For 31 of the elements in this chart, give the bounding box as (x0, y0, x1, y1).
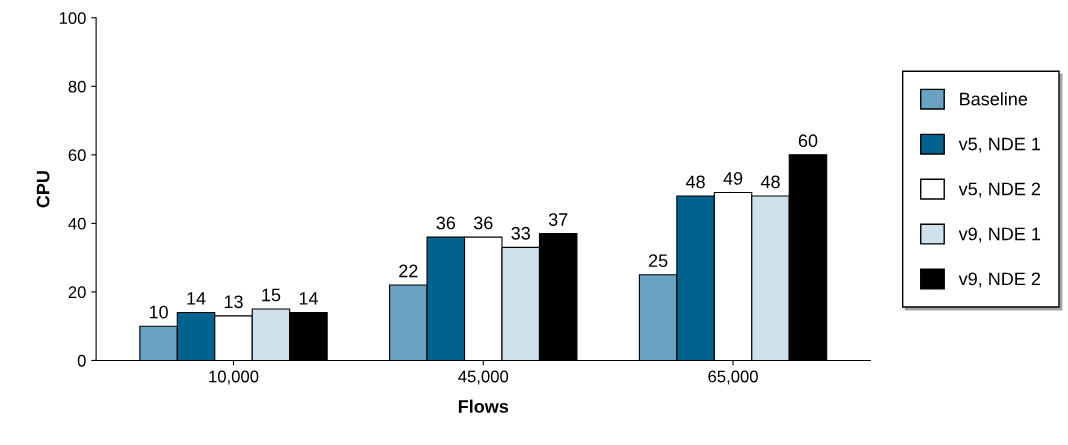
x-tick-label: 10,000 (209, 370, 259, 385)
data-label: 60 (798, 134, 818, 148)
data-label: 48 (685, 175, 705, 189)
y-axis-title: CPU (36, 171, 50, 208)
y-tick-label: 0 (77, 354, 86, 367)
y-tick-label: 100 (59, 12, 86, 24)
data-label: 13 (224, 295, 243, 309)
y-tick-label: 60 (68, 149, 86, 162)
x-axis-title: Flows (458, 399, 509, 413)
x-tick-label: 45,000 (458, 370, 509, 385)
data-label: 14 (299, 292, 318, 305)
data-label: 15 (262, 288, 281, 302)
data-label: 48 (760, 175, 780, 189)
data-label: 25 (648, 254, 668, 268)
legend-label: v5, NDE 2 (958, 182, 1041, 198)
data-label: 37 (548, 213, 568, 226)
legend-label: Baseline (960, 92, 1028, 106)
x-tick-label: 65,000 (708, 370, 758, 385)
y-tick-label: 40 (68, 217, 86, 230)
data-label: 36 (436, 216, 456, 230)
data-label: 14 (187, 292, 206, 305)
y-tick-label: 80 (68, 80, 86, 93)
legend-label: v9, NDE 1 (958, 227, 1041, 243)
legend-label: v5, NDE 1 (958, 137, 1041, 153)
data-label: 22 (399, 264, 418, 278)
y-tick-label: 20 (68, 286, 86, 299)
data-label: 49 (723, 172, 743, 185)
legend-label: v9, NDE 2 (958, 272, 1041, 288)
data-label: 36 (473, 216, 493, 230)
data-label: 10 (149, 305, 168, 319)
data-label: 33 (511, 226, 530, 240)
